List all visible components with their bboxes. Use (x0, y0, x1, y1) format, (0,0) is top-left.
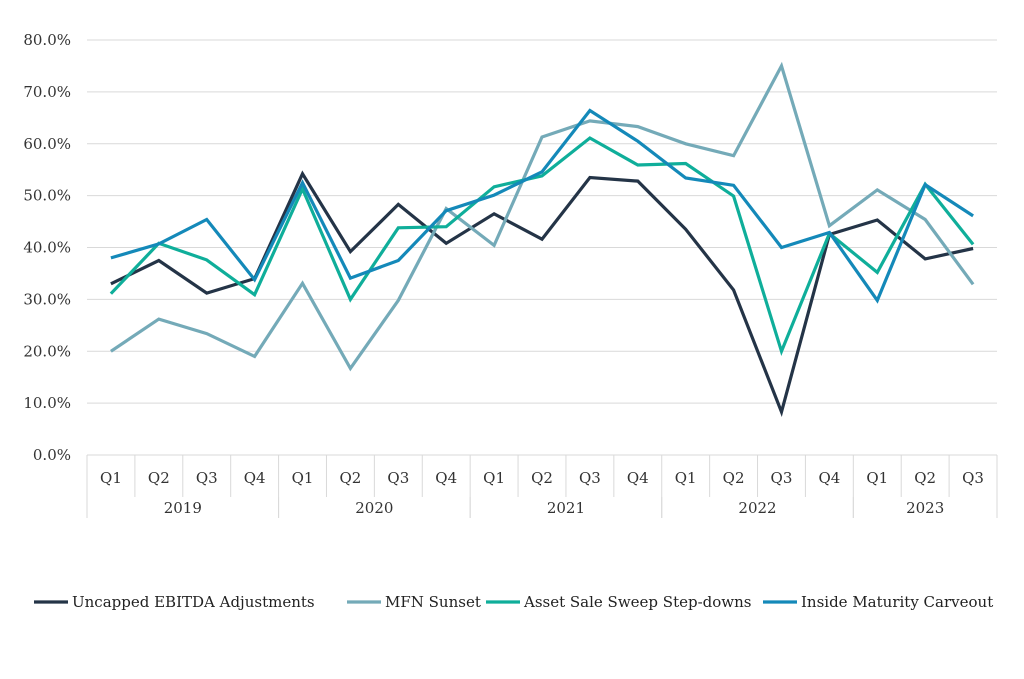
x-tick-label: Q2 (148, 469, 170, 487)
legend-label: Uncapped EBITDA Adjustments (72, 593, 315, 611)
x-tick-label: Q3 (771, 469, 793, 487)
series-line (110, 170, 974, 417)
x-tick-label: Q3 (196, 469, 218, 487)
y-tick-label: 10.0% (23, 394, 71, 412)
x-tick-label: Q1 (675, 469, 697, 487)
x-tick-label: Q2 (914, 469, 936, 487)
y-tick-label: 80.0% (23, 31, 71, 49)
x-tick-label: Q1 (866, 469, 888, 487)
x-tick-label: Q2 (723, 469, 745, 487)
x-axis: Q1 Q2 Q3 Q4 Q1 Q2 Q3 Q4 Q1 Q2 Q3 Q4 Q1 Q2 Q3 Q4 Q1 Q2 Q3 20… (86, 454, 998, 518)
x-tick-label: Q4 (627, 469, 649, 487)
x-tick-label: Q4 (818, 469, 840, 487)
x-tick-label: Q3 (387, 469, 409, 487)
year-label: 2021 (547, 499, 585, 517)
y-tick-label: 50.0% (23, 187, 71, 205)
y-tick-label: 70.0% (23, 83, 71, 101)
x-tick-label: Q2 (531, 469, 553, 487)
gridlines (87, 39, 997, 404)
x-tick-label: Q1 (100, 469, 122, 487)
x-tick-label: Q1 (483, 469, 505, 487)
series-line (110, 108, 974, 304)
x-tick-label: Q1 (292, 469, 314, 487)
x-tick-label: Q4 (435, 469, 457, 487)
y-tick-label: 40.0% (23, 239, 71, 257)
y-tick-label: 20.0% (23, 342, 71, 360)
y-tick-label: 0.0% (33, 446, 71, 464)
legend-label: MFN Sunset (385, 593, 481, 611)
year-label: 2022 (738, 499, 776, 517)
x-tick-label: Q3 (579, 469, 601, 487)
x-tick-label: Q2 (339, 469, 361, 487)
legend-label: Inside Maturity Carveout (801, 593, 993, 611)
year-label: 2023 (906, 499, 944, 517)
series-line (110, 61, 975, 372)
y-tick-label: 30.0% (23, 290, 71, 308)
series-lines (109, 61, 975, 417)
x-tick-label: Q3 (962, 469, 984, 487)
y-tick-label: 60.0% (23, 135, 71, 153)
x-tick-label: Q4 (244, 469, 266, 487)
legend: Uncapped EBITDA Adjustments MFN Sunset Ass… (34, 593, 993, 611)
year-label: 2020 (355, 499, 393, 517)
year-label: 2019 (164, 499, 202, 517)
legend-label: Asset Sale Sweep Step-downs (523, 593, 751, 611)
y-axis: 0.0% 10.0% 20.0% 30.0% 40.0% 50.0% 60.0% 70.0% 8… (23, 31, 71, 464)
